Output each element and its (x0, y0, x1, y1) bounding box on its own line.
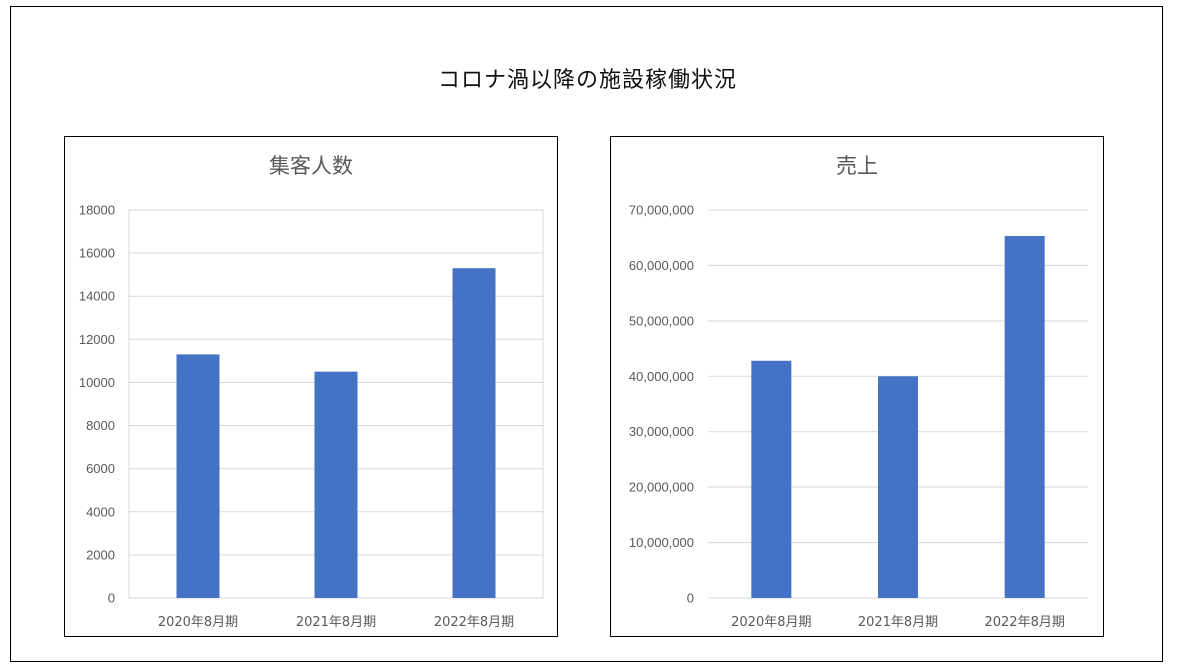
visitors-y-tick-label: 14000 (79, 289, 115, 304)
sales-y-tick-label: 0 (687, 591, 694, 606)
sales-bar (751, 360, 792, 598)
visitors-bar (176, 354, 220, 598)
sales-bar (1004, 236, 1045, 598)
sales-category-label: 2021年8月期 (858, 615, 938, 630)
sales-y-tick-label: 60,000,000 (629, 258, 694, 273)
sales-y-tick-label: 20,000,000 (629, 480, 694, 495)
visitors-y-tick-label: 8000 (86, 418, 115, 433)
visitors-category-label: 2021年8月期 (296, 615, 376, 630)
sales-chart-panel: 売上 0 10,000,000 20,000,000 30,000,000 40,000,… (610, 136, 1104, 637)
sales-y-tick-label: 10,000,000 (629, 535, 694, 550)
visitors-chart: 集客人数 0 2000 4000 6000 8000 10000 12000 14000 1600… (79, 154, 544, 630)
sales-y-tick-label: 30,000,000 (629, 424, 694, 439)
sales-y-tick-label: 50,000,000 (629, 313, 694, 328)
sales-y-tick-label: 40,000,000 (629, 369, 694, 384)
visitors-y-tick-label: 2000 (86, 547, 115, 562)
visitors-y-tick-label: 6000 (86, 461, 115, 476)
sales-chart-title: 売上 (836, 154, 878, 178)
visitors-bar (314, 371, 358, 598)
sales-category-label: 2022年8月期 (984, 615, 1064, 630)
visitors-chart-panel: 集客人数 0 2000 4000 6000 8000 10000 12000 14000 1600… (64, 136, 558, 637)
visitors-y-tick-label: 12000 (79, 332, 115, 347)
visitors-y-tick-label: 10000 (79, 375, 115, 390)
visitors-category-label: 2022年8月期 (434, 615, 514, 630)
visitors-category-label: 2020年8月期 (158, 615, 238, 630)
visitors-bar (452, 268, 496, 598)
visitors-chart-title: 集客人数 (269, 154, 353, 178)
slide-title: コロナ渦以降の施設稼働状況 (437, 68, 737, 93)
sales-chart: 売上 0 10,000,000 20,000,000 30,000,000 40,000,… (629, 154, 1088, 630)
slide: コロナ渦以降の施設稼働状況 集客人数 0 2000 4000 6000 8000 10000… (10, 6, 1163, 662)
sales-y-tick-label: 70,000,000 (629, 203, 694, 218)
visitors-y-tick-label: 4000 (86, 504, 115, 519)
sales-category-label: 2020年8月期 (731, 615, 811, 630)
sales-bar (878, 376, 918, 598)
visitors-y-tick-label: 16000 (79, 246, 115, 261)
visitors-y-tick-label: 0 (108, 591, 115, 606)
visitors-y-tick-label: 18000 (79, 203, 115, 218)
